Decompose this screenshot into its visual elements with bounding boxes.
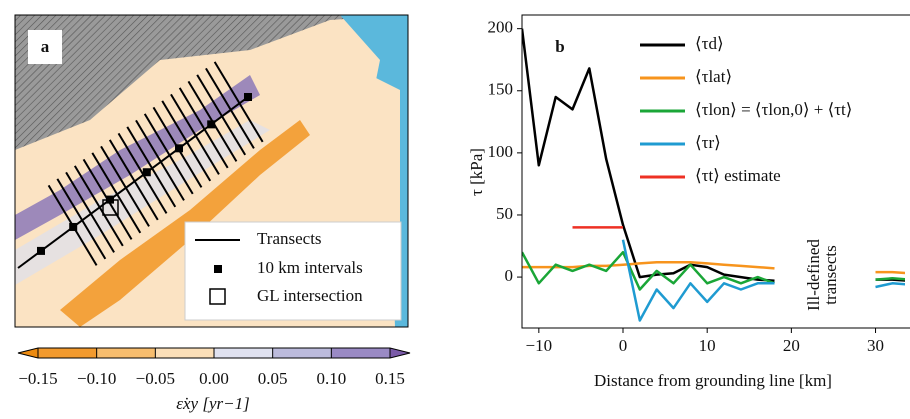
- interval-marker: [244, 93, 252, 101]
- colorbar-segment: [97, 348, 156, 358]
- colorbar: −0.15 −0.10 −0.05 0.00 0.05 0.10 0.15: [18, 348, 410, 388]
- y-tick-label: 0: [505, 266, 514, 285]
- colorbar-segment: [273, 348, 332, 358]
- interval-marker: [143, 168, 151, 176]
- figure: a Transects 10 km intervals GL intersect…: [0, 0, 910, 419]
- plot: 0 50 100 150 200 −10 0 10 20 30 ⟨τd⟩ ⟨τlat⟩ ⟨τlon⟩ =…: [467, 15, 910, 390]
- interval-marker: [37, 247, 45, 255]
- panel-label: a: [41, 37, 50, 56]
- colorbar-segment: [214, 348, 273, 358]
- legend-label: GL intersection: [257, 286, 363, 305]
- x-tick-label: 0: [619, 336, 628, 355]
- colorbar-tick-label: −0.10: [77, 369, 116, 388]
- panel-label: b: [555, 37, 564, 56]
- colorbar-extend: [390, 348, 410, 358]
- legend-label: ⟨τlat⟩: [695, 67, 732, 86]
- colorbar-tick-label: 0.10: [316, 369, 346, 388]
- y-tick-label: 200: [488, 18, 514, 37]
- y-tick-label: 50: [496, 204, 513, 223]
- interval-marker: [175, 144, 183, 152]
- colorbar-segment: [331, 348, 390, 358]
- legend-square: [214, 265, 222, 273]
- y-tick-label: 150: [488, 80, 514, 99]
- y-axis-label: τ [kPa]: [467, 148, 486, 196]
- interval-marker: [207, 120, 215, 128]
- x-tick-label: −10: [526, 336, 553, 355]
- colorbar-tick-label: 0.15: [375, 369, 405, 388]
- colorbar-segment: [155, 348, 214, 358]
- y-tick-label: 100: [488, 142, 514, 161]
- colorbar-tick-label: 0.05: [258, 369, 288, 388]
- legend-label: ⟨τr⟩: [695, 133, 721, 152]
- x-tick-label: 20: [783, 336, 800, 355]
- x-axis-label: Distance from grounding line [km]: [594, 371, 832, 390]
- legend-label: Transects: [257, 229, 322, 248]
- map: a Transects 10 km intervals GL intersect…: [15, 15, 408, 327]
- colorbar-tick-label: −0.15: [18, 369, 57, 388]
- colorbar-segment: [38, 348, 97, 358]
- x-tick-label: 10: [699, 336, 716, 355]
- colorbar-tick-label: 0.00: [199, 369, 229, 388]
- legend-label: ⟨τlon⟩ = ⟨τlon,0⟩ + ⟨τt⟩: [695, 100, 852, 119]
- colorbar-extend: [18, 348, 38, 358]
- legend-label: 10 km intervals: [257, 258, 363, 277]
- page: a Transects 10 km intervals GL intersect…: [0, 0, 910, 419]
- colorbar-tick-label: −0.05: [136, 369, 175, 388]
- colorbar-label: ε̇xy [yr−1]: [176, 394, 249, 413]
- legend-label: ⟨τd⟩: [695, 34, 724, 53]
- x-tick-label: 30: [867, 336, 884, 355]
- annotation: transects: [821, 245, 840, 304]
- interval-marker: [69, 223, 77, 231]
- legend-label: ⟨τt⟩ estimate: [695, 166, 781, 185]
